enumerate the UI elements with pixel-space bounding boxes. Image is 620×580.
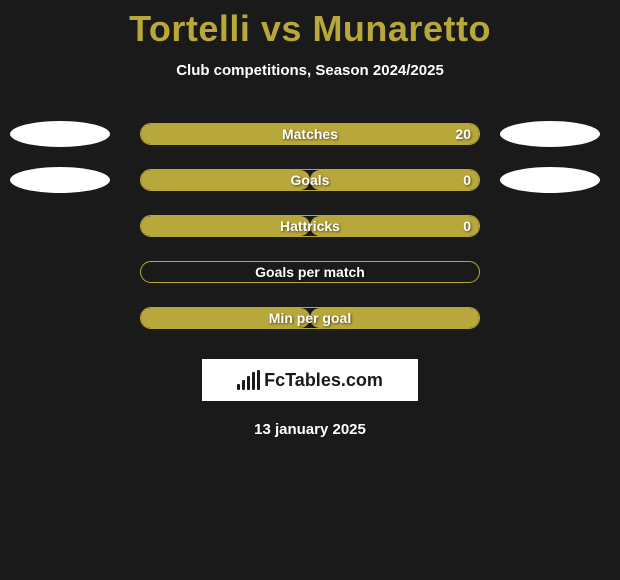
bar-fill-left	[141, 170, 310, 190]
bar-fill-right	[310, 170, 479, 190]
bars-icon-bar	[252, 372, 255, 390]
bar-fill-right	[310, 216, 479, 236]
branding-logo: FcTables.com	[202, 359, 418, 401]
bars-icon-bar	[257, 370, 260, 390]
bar-track: Matches20	[140, 123, 480, 145]
bars-icon-bar	[242, 380, 245, 390]
bars-icon-bar	[247, 376, 250, 390]
left-value-ellipse	[10, 121, 110, 147]
footer-date: 13 january 2025	[0, 421, 620, 438]
page-title: Tortelli vs Munaretto	[0, 0, 620, 50]
bars-icon-bar	[237, 384, 240, 390]
comparison-chart: Matches20 Goals0 Hattricks0 Goals per match…	[0, 111, 620, 341]
right-value-ellipse	[500, 167, 600, 193]
bar-track: Hattricks0	[140, 215, 480, 237]
branding-text: FcTables.com	[264, 370, 383, 391]
right-value-ellipse	[500, 121, 600, 147]
stat-row: Goals per match	[0, 249, 620, 295]
bar-track: Min per goal	[140, 307, 480, 329]
bar-fill-left	[141, 216, 310, 236]
stat-row: Min per goal	[0, 295, 620, 341]
stat-row: Goals0	[0, 157, 620, 203]
stat-row: Hattricks0	[0, 203, 620, 249]
bar-track: Goals0	[140, 169, 480, 191]
bars-icon	[237, 370, 260, 390]
bar-track: Goals per match	[140, 261, 480, 283]
bar-label: Goals per match	[141, 264, 479, 280]
bar-fill-right	[310, 308, 479, 328]
left-value-ellipse	[10, 167, 110, 193]
page-subtitle: Club competitions, Season 2024/2025	[0, 62, 620, 79]
stat-row: Matches20	[0, 111, 620, 157]
bar-fill-right	[141, 124, 479, 144]
bar-fill-left	[141, 308, 310, 328]
